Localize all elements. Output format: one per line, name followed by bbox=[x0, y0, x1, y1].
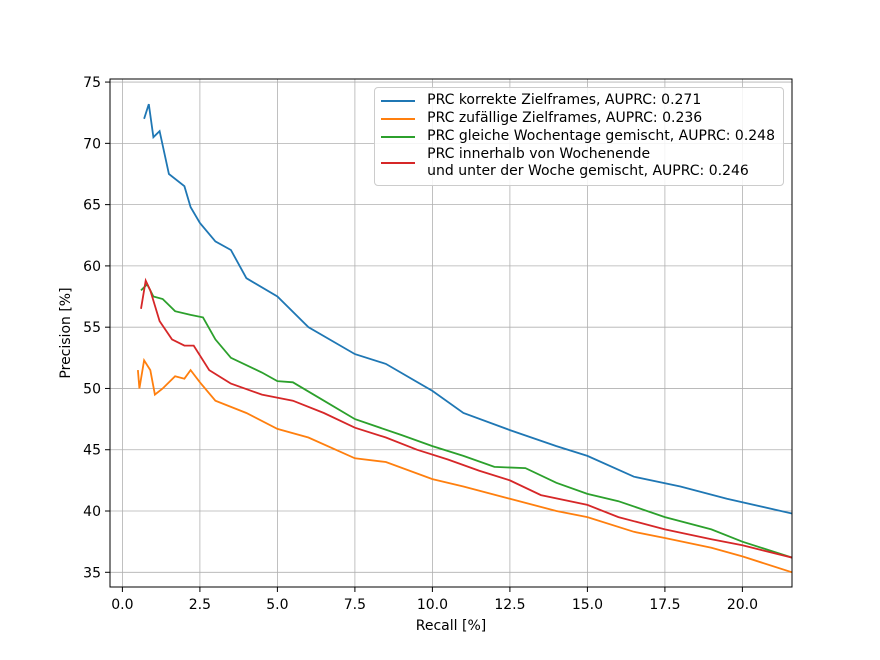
y-tick-label: 45 bbox=[83, 443, 101, 459]
plot-frame bbox=[109, 78, 793, 588]
x-tick-label: 10.0 bbox=[417, 597, 448, 613]
y-tick-label: 65 bbox=[83, 198, 101, 214]
y-axis-label: Precision [%] bbox=[58, 287, 74, 378]
x-tick-label: 15.0 bbox=[572, 597, 603, 613]
x-tick-label: 0.0 bbox=[111, 597, 133, 613]
legend-entry: PRC zufällige Zielframes, AUPRC: 0.236 bbox=[381, 110, 775, 127]
legend-label: PRC gleiche Wochentage gemischt, AUPRC: … bbox=[427, 128, 775, 144]
legend-label: PRC korrekte Zielframes, AUPRC: 0.271 bbox=[427, 92, 702, 108]
x-tick-label: 17.5 bbox=[649, 597, 680, 613]
x-tick-label: 12.5 bbox=[494, 597, 525, 613]
series-line bbox=[137, 357, 792, 574]
legend: PRC korrekte Zielframes, AUPRC: 0.271 PRC… bbox=[374, 87, 784, 186]
y-tick-label: 70 bbox=[83, 136, 101, 152]
legend-entry: PRC innerhalb von Wochenende und unter d… bbox=[381, 146, 775, 180]
y-tick-label: 60 bbox=[83, 259, 101, 275]
legend-label: PRC zufällige Zielframes, AUPRC: 0.236 bbox=[427, 110, 703, 126]
y-tick-label: 35 bbox=[83, 565, 101, 581]
legend-entry: PRC gleiche Wochentage gemischt, AUPRC: … bbox=[381, 128, 775, 145]
x-tick-label: 20.0 bbox=[727, 597, 758, 613]
x-tick-label: 5.0 bbox=[266, 597, 288, 613]
legend-swatch bbox=[381, 99, 416, 102]
legend-entry: PRC korrekte Zielframes, AUPRC: 0.271 bbox=[381, 92, 775, 109]
x-tick-label: 2.5 bbox=[189, 597, 211, 613]
legend-swatch bbox=[381, 117, 416, 120]
x-axis-label: Recall [%] bbox=[416, 618, 486, 634]
series-line bbox=[143, 103, 792, 515]
legend-label: PRC innerhalb von Wochenende und unter d… bbox=[427, 146, 749, 179]
y-tick-label: 75 bbox=[83, 75, 101, 91]
series-line bbox=[140, 277, 792, 559]
series-line bbox=[140, 282, 792, 559]
legend-swatch bbox=[381, 135, 416, 138]
y-tick-label: 50 bbox=[83, 381, 101, 397]
y-tick-label: 40 bbox=[83, 504, 101, 520]
x-tick-label: 7.5 bbox=[344, 597, 366, 613]
legend-swatch bbox=[381, 162, 416, 164]
y-tick-label: 55 bbox=[83, 320, 101, 336]
